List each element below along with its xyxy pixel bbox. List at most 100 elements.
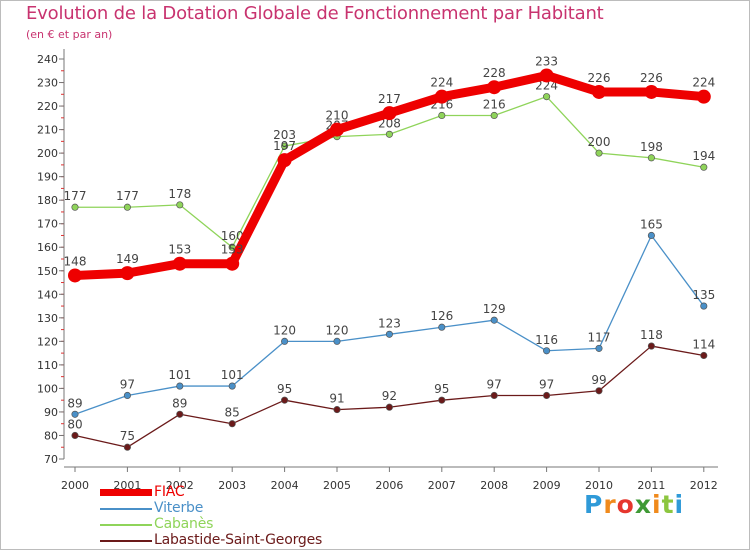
data-point xyxy=(543,347,551,355)
data-label: 135 xyxy=(692,288,715,302)
y-tick-label: 210 xyxy=(37,124,58,137)
data-label: 198 xyxy=(640,140,663,154)
data-label: 177 xyxy=(64,189,87,203)
data-label: 200 xyxy=(588,135,611,149)
y-tick-label: 170 xyxy=(37,218,58,231)
data-point xyxy=(281,396,289,404)
data-point xyxy=(333,406,341,414)
data-label: 99 xyxy=(591,373,606,387)
data-label: 126 xyxy=(430,309,453,323)
data-point xyxy=(438,111,446,120)
data-label: 117 xyxy=(588,330,611,344)
data-point xyxy=(438,323,446,331)
y-tick-label: 240 xyxy=(37,53,58,66)
data-point xyxy=(123,391,131,400)
data-point xyxy=(71,410,79,418)
x-tick-label: 2003 xyxy=(218,479,246,492)
data-label: 95 xyxy=(434,382,449,396)
data-point xyxy=(172,256,187,271)
data-point xyxy=(700,163,708,171)
y-tick-label: 200 xyxy=(37,147,58,160)
data-point xyxy=(228,243,236,251)
data-label: 160 xyxy=(221,229,244,243)
y-tick-label: 120 xyxy=(37,335,58,348)
data-point xyxy=(434,89,449,104)
data-label: 116 xyxy=(535,333,558,347)
data-label: 92 xyxy=(382,389,397,403)
y-tick-label: 230 xyxy=(37,77,58,90)
data-point xyxy=(176,201,184,209)
data-point xyxy=(225,256,240,271)
x-tick-label: 2001 xyxy=(113,479,141,492)
data-point xyxy=(487,80,502,95)
data-label: 226 xyxy=(640,71,663,85)
data-label: 80 xyxy=(67,417,82,431)
data-point xyxy=(647,342,655,350)
data-label: 208 xyxy=(378,116,401,130)
data-point xyxy=(123,443,131,451)
data-label: 153 xyxy=(168,243,191,257)
data-point xyxy=(281,142,289,150)
data-point xyxy=(281,337,289,345)
data-label: 178 xyxy=(168,187,191,201)
data-point xyxy=(385,330,393,338)
data-label: 97 xyxy=(120,377,135,391)
data-label: 226 xyxy=(588,71,611,85)
y-tick-label: 90 xyxy=(44,406,58,419)
data-label: 75 xyxy=(120,429,135,443)
data-label: 91 xyxy=(329,392,344,406)
data-label: 101 xyxy=(168,368,191,382)
data-point xyxy=(385,130,393,138)
data-point xyxy=(543,93,551,101)
x-tick-label: 2012 xyxy=(690,479,718,492)
y-tick-label: 130 xyxy=(37,312,58,325)
x-tick-label: 2004 xyxy=(271,479,299,492)
data-label: 224 xyxy=(692,76,715,90)
x-tick-label: 2000 xyxy=(61,479,89,492)
data-label: 149 xyxy=(116,252,139,266)
data-label: 95 xyxy=(277,382,292,396)
data-label: 89 xyxy=(172,396,187,410)
x-tick-label: 2005 xyxy=(323,479,351,492)
data-point xyxy=(123,203,131,211)
data-point xyxy=(382,106,397,121)
y-tick-label: 190 xyxy=(37,171,58,184)
data-point xyxy=(228,382,236,390)
x-tick-label: 2008 xyxy=(480,479,508,492)
data-point xyxy=(595,344,603,352)
data-label: 224 xyxy=(535,79,558,93)
data-label: 89 xyxy=(67,396,82,410)
y-tick-label: 80 xyxy=(44,429,58,442)
data-label: 217 xyxy=(378,92,401,106)
legend-label-fiac: FIAC xyxy=(154,484,185,500)
data-label: 85 xyxy=(225,406,240,420)
y-tick-label: 180 xyxy=(37,194,58,207)
data-point xyxy=(71,431,79,440)
data-point xyxy=(176,382,184,390)
data-label: 118 xyxy=(640,328,663,342)
data-point xyxy=(490,111,498,120)
data-label: 101 xyxy=(221,368,244,382)
data-label: 233 xyxy=(535,54,558,68)
legend-swatch-fiac xyxy=(100,489,152,496)
data-point xyxy=(438,396,446,404)
y-tick-label: 70 xyxy=(44,453,58,466)
data-label: 228 xyxy=(483,66,506,80)
x-tick-label: 2010 xyxy=(585,479,613,492)
data-point xyxy=(595,149,603,157)
data-point xyxy=(385,403,393,411)
data-point xyxy=(68,268,82,283)
x-tick-label: 2011 xyxy=(637,479,665,492)
data-label: 120 xyxy=(273,323,296,337)
data-point xyxy=(330,122,344,137)
data-label: 114 xyxy=(692,337,715,351)
data-label: 210 xyxy=(326,109,349,123)
data-point xyxy=(120,266,135,281)
x-tick-label: 2007 xyxy=(428,479,456,492)
data-point xyxy=(539,68,554,83)
data-point xyxy=(228,420,236,428)
y-tick-label: 160 xyxy=(37,241,58,254)
data-point xyxy=(700,302,708,310)
data-point xyxy=(176,410,184,418)
data-label: 203 xyxy=(273,128,296,142)
